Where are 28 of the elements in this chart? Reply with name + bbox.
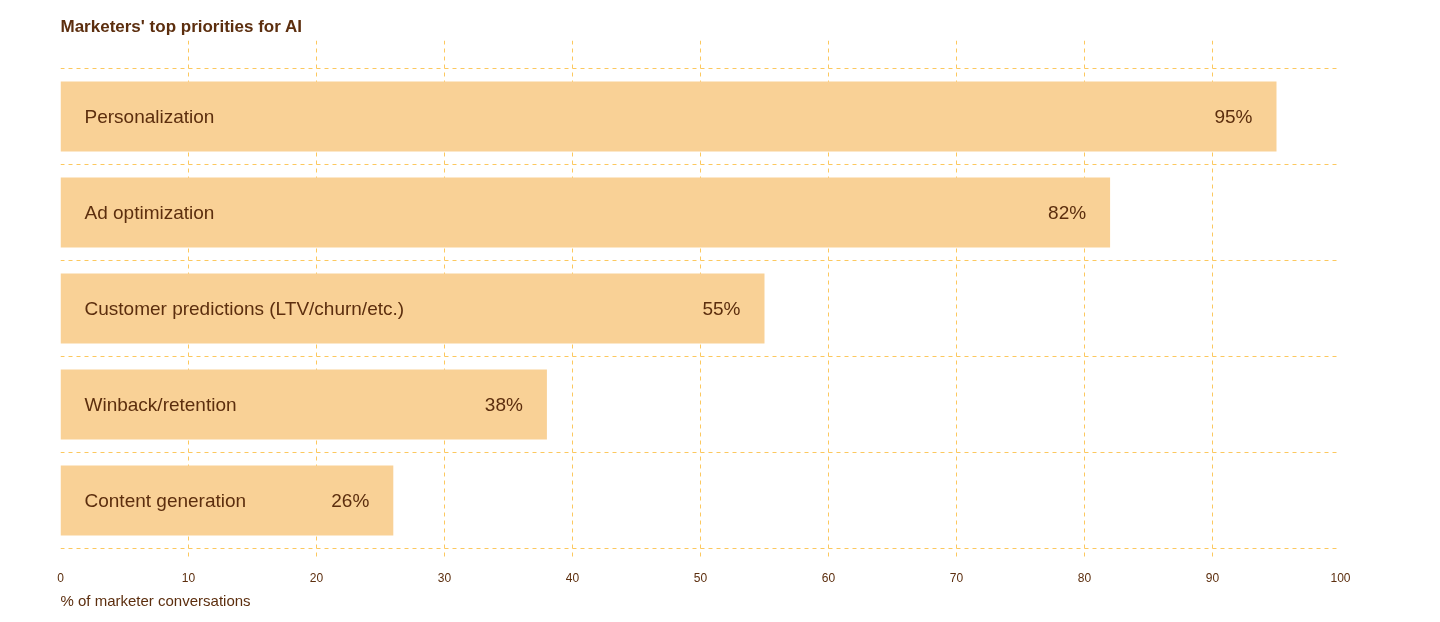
x-tick-label: 70 [949,570,964,585]
x-axis-title: % of marketer conversations [60,591,251,609]
bar [60,369,547,440]
chart-title: Marketers' top priorities for AI [60,16,302,36]
x-tick-label: 60 [821,570,836,585]
x-tick-label: 90 [1205,570,1220,585]
x-tick-label: 0 [57,570,65,585]
x-tick-label: 20 [309,570,324,585]
bar [60,273,765,344]
x-tick-label: 30 [437,570,452,585]
y-tick-label: Customer predictions (LTV/churn/etc.) [84,298,405,320]
data-label: 55% [702,298,741,320]
data-label: 38% [484,394,524,416]
y-tick-label: Content generation [84,490,247,512]
data-label: 82% [1048,202,1087,224]
bar [60,81,1277,152]
x-tick-label: 80 [1077,570,1092,585]
y-tick-label: Winback/retention [84,394,237,416]
x-tick-label: 50 [693,570,708,585]
x-tick-label: 100 [1330,570,1351,585]
bar [60,177,1111,248]
data-label: 95% [1214,106,1253,128]
y-tick-label: Ad optimization [84,202,215,224]
bar [60,465,394,536]
y-tick-label: Personalization [84,106,215,128]
x-tick-label: 10 [181,570,196,585]
x-tick-label: 40 [565,570,580,585]
data-label: 26% [331,490,370,512]
